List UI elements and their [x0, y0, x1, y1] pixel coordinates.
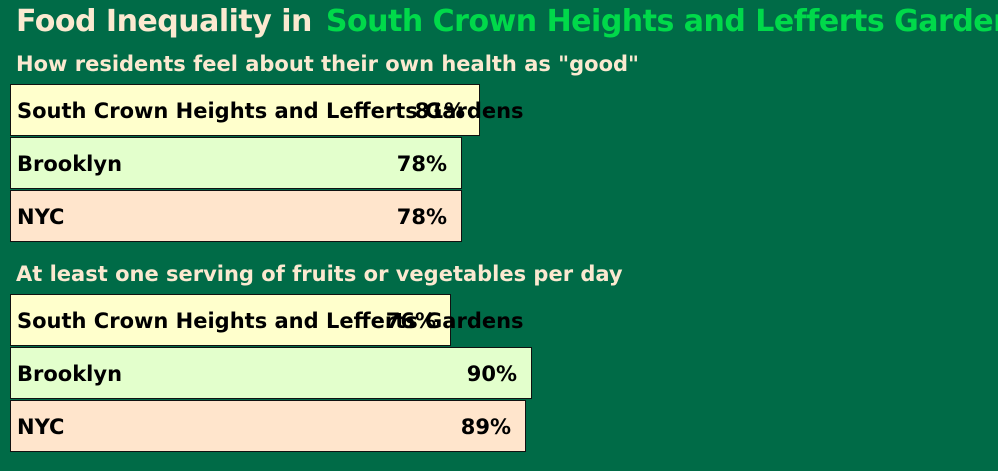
- bar-value-label: 90%: [466, 362, 517, 386]
- bar-label: NYC: [17, 205, 65, 229]
- bar-brooklyn: Brooklyn 90%: [10, 347, 532, 399]
- bar-value-label: 78%: [396, 152, 447, 176]
- produce-chart-title: At least one serving of fruits or vegeta…: [16, 262, 623, 286]
- bar-south-crown-heights-and-lefferts-gardens: South Crown Heights and Lefferts Gardens…: [10, 294, 524, 346]
- title-lead: Food Inequality in: [16, 4, 312, 39]
- bar-label: NYC: [17, 415, 65, 439]
- bar-label: South Crown Heights and Lefferts Gardens: [17, 99, 524, 123]
- bar-brooklyn: Brooklyn 78%: [10, 137, 462, 189]
- bar-value-label: 76%: [385, 309, 436, 333]
- bar-label: Brooklyn: [17, 152, 123, 176]
- page-title: Food Inequality in South Crown Heights an…: [16, 4, 998, 39]
- bar-value-label: 89%: [460, 415, 511, 439]
- bar-label: Brooklyn: [17, 362, 123, 386]
- health-chart-title: How residents feel about their own healt…: [16, 52, 639, 76]
- bar-label: South Crown Heights and Lefferts Gardens: [17, 309, 524, 333]
- bar-south-crown-heights-and-lefferts-gardens: South Crown Heights and Lefferts Gardens…: [10, 84, 524, 136]
- bar-value-label: 81%: [414, 99, 465, 123]
- bar-nyc: NYC 89%: [10, 400, 526, 452]
- title-place: South Crown Heights and Lefferts Gardens: [325, 4, 998, 39]
- bar-value-label: 78%: [396, 205, 447, 229]
- bar-nyc: NYC 78%: [10, 190, 462, 242]
